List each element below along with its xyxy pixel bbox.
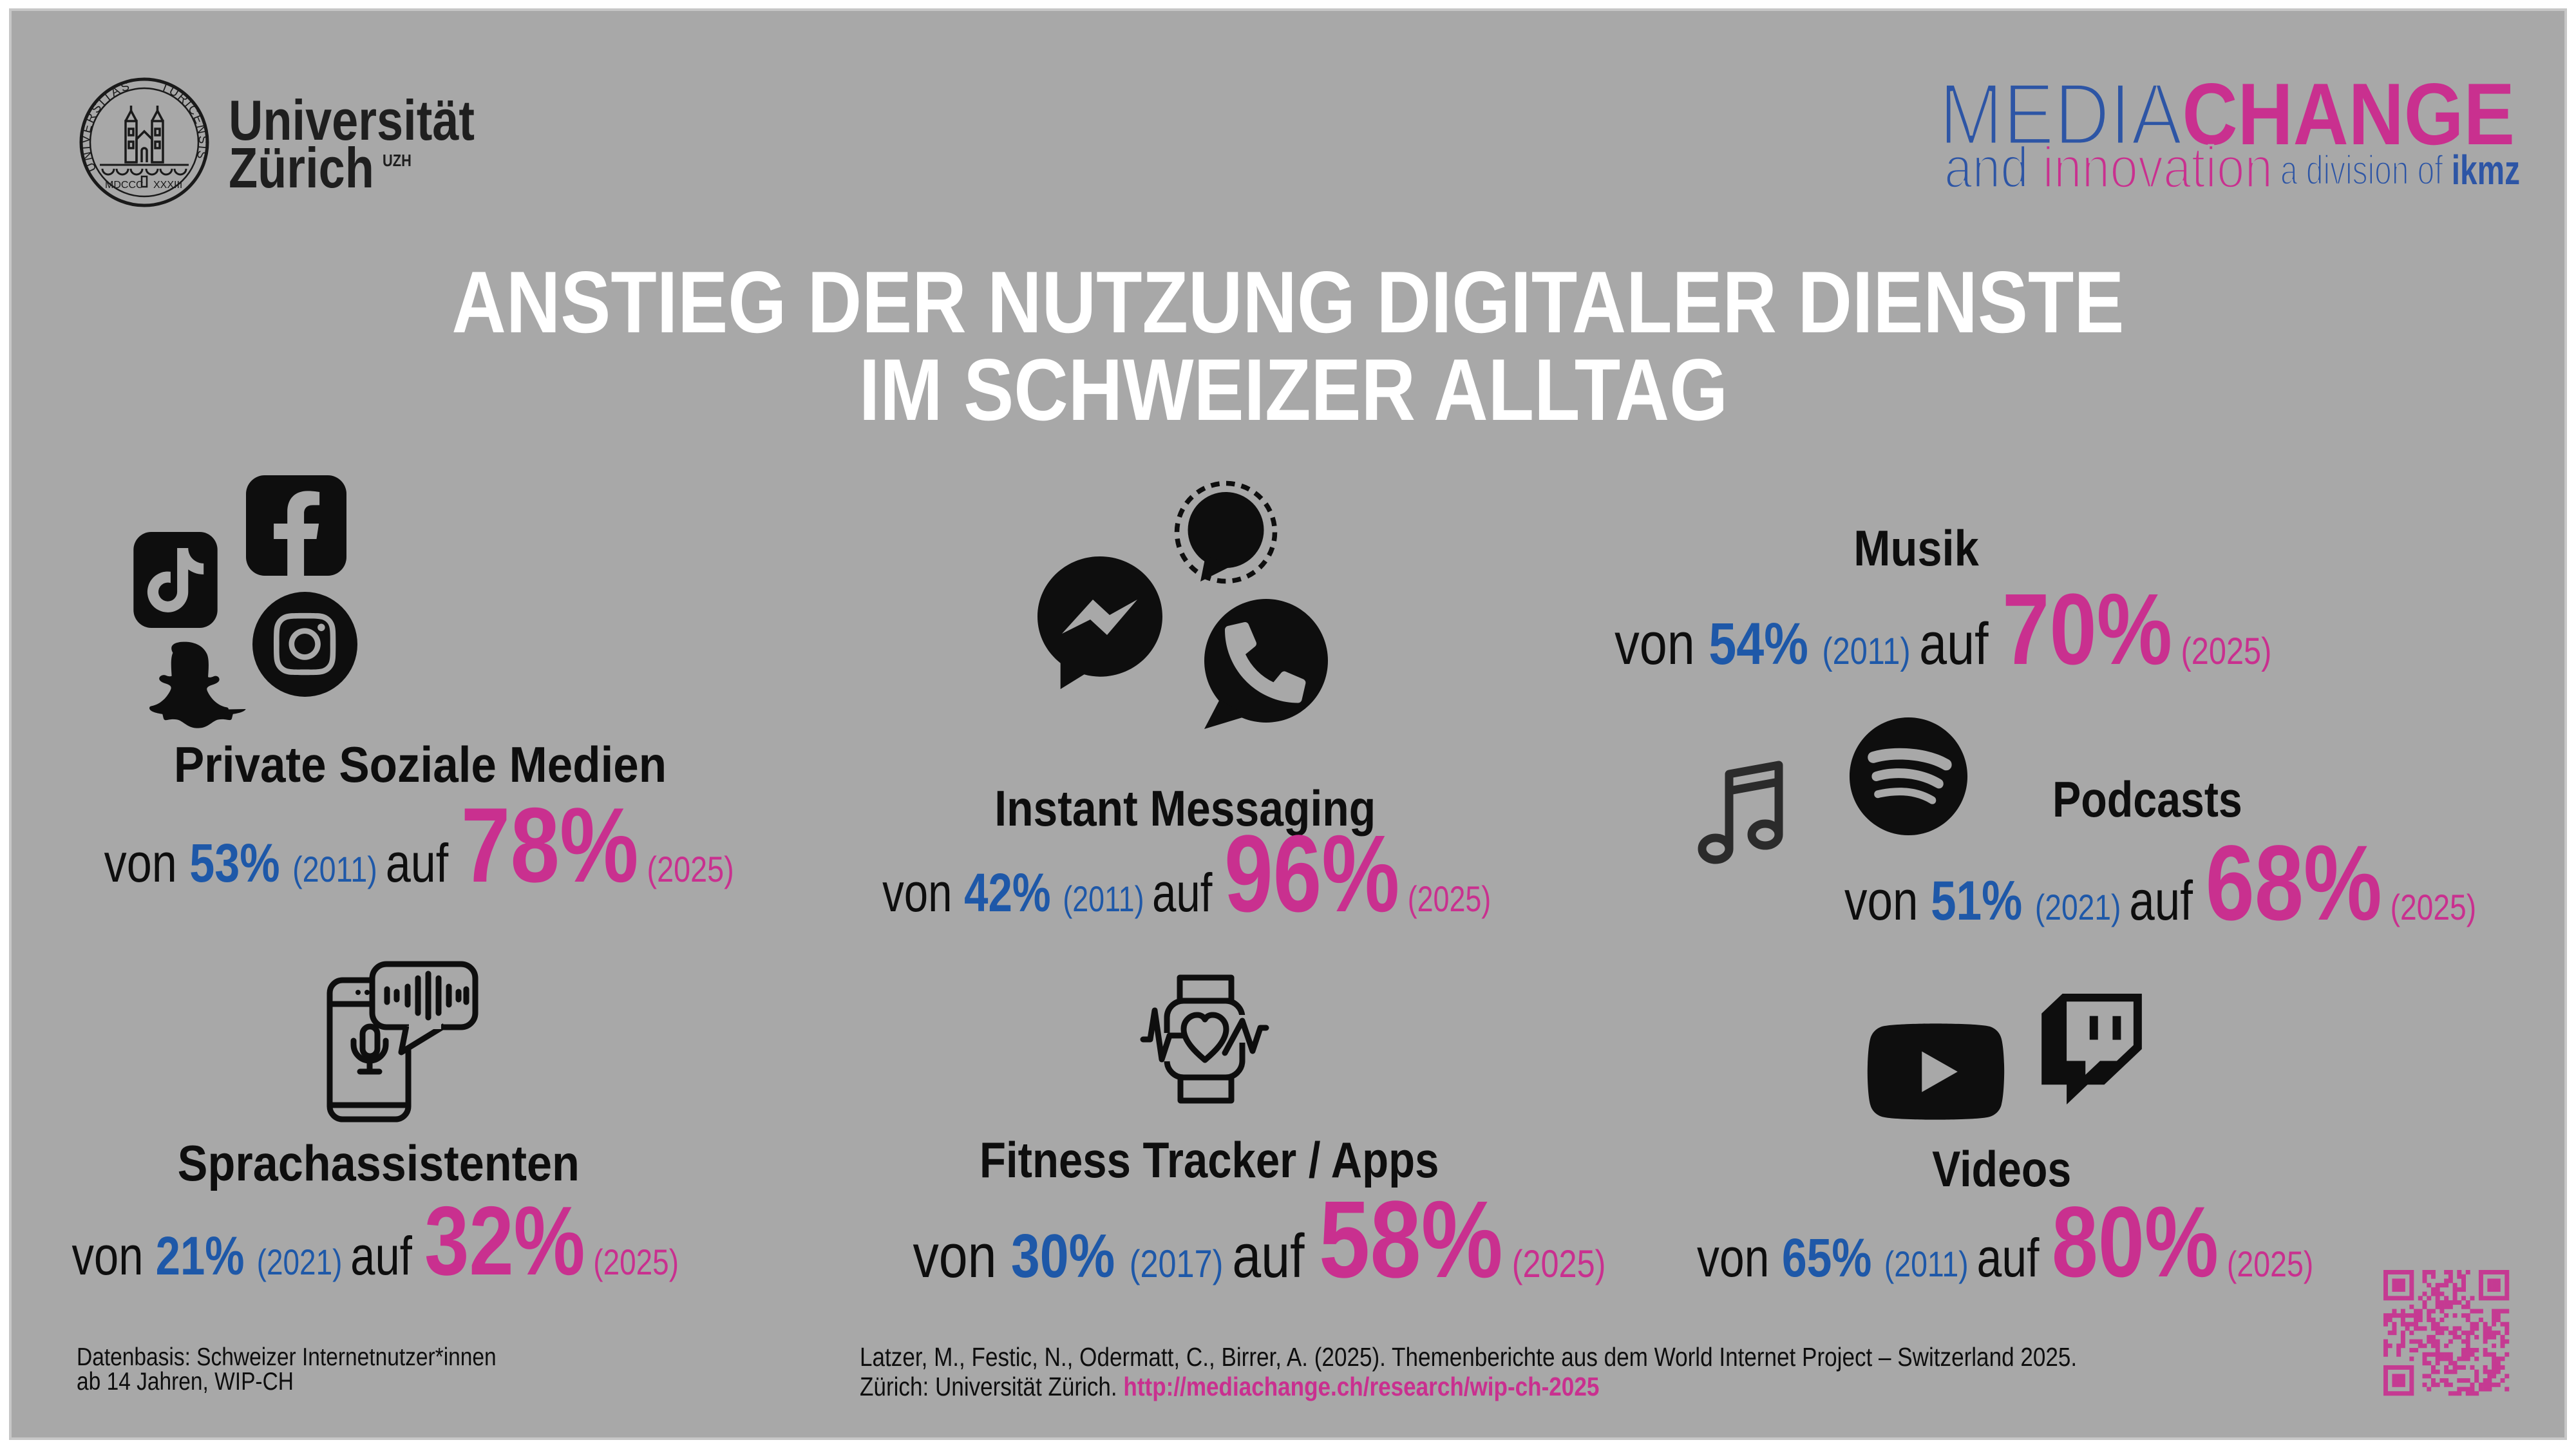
svg-text:XXXIII: XXXIII: [153, 180, 182, 191]
svg-text:TURICENSIS: TURICENSIS: [159, 80, 210, 161]
svg-text:MDCCC: MDCCC: [105, 180, 144, 191]
